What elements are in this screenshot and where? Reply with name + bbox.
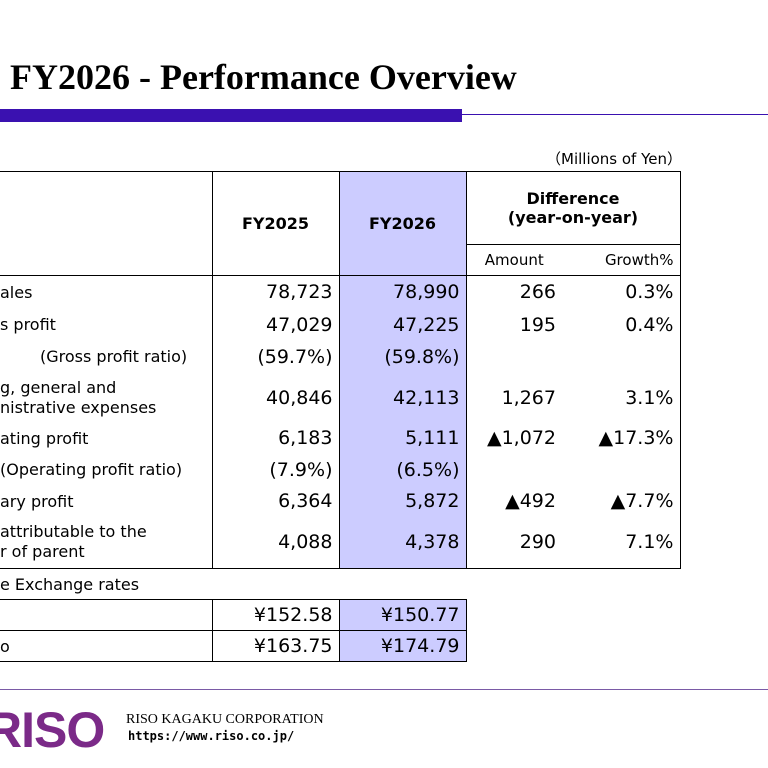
value-fy2025: 40,846 — [211, 372, 339, 423]
row-label: g, general and nistrative expenses — [0, 373, 212, 423]
fx-label: o — [0, 630, 212, 662]
value-fy2026: (6.5%) — [338, 453, 466, 486]
header-fy2026: FY2026 — [338, 171, 466, 276]
fx-title-row: e Exchange rates — [0, 569, 680, 600]
value-fy2025: (7.9%) — [211, 453, 339, 486]
value-fy2026: 47,225 — [338, 308, 466, 341]
value-fy2025: 47,029 — [211, 308, 339, 341]
row-label-line1: g, general and — [0, 377, 117, 397]
value-amount: ▲1,072 — [465, 422, 562, 454]
value-fy2026: 42,113 — [338, 372, 466, 423]
value-fy2026: 4,378 — [338, 516, 466, 569]
header-amount: Amount — [465, 244, 562, 276]
value-growth: 7.1% — [562, 516, 681, 569]
table-row: attributable to the r of parent 4,088 4,… — [0, 516, 681, 569]
value-fy2025: 78,723 — [211, 275, 339, 309]
performance-table: FY2025 FY2026 Difference (year-on-year) … — [0, 171, 681, 662]
value-fy2026: 5,111 — [338, 422, 466, 454]
table-row: ales 78,723 78,990 266 0.3% — [0, 275, 681, 309]
row-label-line2: nistrative expenses — [0, 397, 157, 417]
title-underline-bar — [0, 109, 462, 122]
table-row: ating profit 6,183 5,111 ▲1,072 ▲17.3% — [0, 422, 681, 454]
fx-title-spacer — [466, 569, 562, 600]
row-label: attributable to the r of parent — [0, 516, 212, 569]
value-growth — [562, 340, 681, 373]
row-label: ales — [0, 275, 212, 309]
table-row: ary profit 6,364 5,872 ▲492 ▲7.7% — [0, 485, 681, 517]
row-label-line1: attributable to the — [0, 522, 147, 542]
company-url: https://www.riso.co.jp/ — [128, 729, 295, 743]
units-note: （Millions of Yen） — [546, 150, 683, 168]
riso-logo: RISO — [0, 702, 105, 758]
footer-divider — [0, 689, 768, 690]
header-difference-line1: Difference — [526, 189, 620, 208]
value-amount — [465, 453, 562, 486]
fx-spacer — [466, 631, 562, 662]
row-label-line2: r of parent — [0, 542, 85, 562]
value-fy2025: 6,364 — [211, 485, 339, 517]
header-difference-line2: (year-on-year) — [507, 208, 639, 227]
value-growth: 0.4% — [562, 308, 681, 341]
performance-table-wrapper: FY2025 FY2026 Difference (year-on-year) … — [0, 171, 681, 662]
value-growth: 3.1% — [562, 372, 681, 423]
value-amount: 290 — [465, 516, 562, 569]
fx-row: ¥152.58 ¥150.77 — [0, 599, 680, 631]
value-fy2025: 6,183 — [211, 422, 339, 454]
page-title: FY2026 - Performance Overview — [10, 57, 517, 97]
title-underline-thin — [462, 114, 768, 115]
value-amount — [465, 340, 562, 373]
fx-title-spacer — [339, 569, 466, 600]
value-fy2025: 4,088 — [211, 516, 339, 569]
fx-title-spacer — [562, 569, 680, 600]
value-growth — [562, 453, 681, 486]
value-amount: 195 — [465, 308, 562, 341]
value-fy2026: 5,872 — [338, 485, 466, 517]
value-amount: 1,267 — [465, 372, 562, 423]
fx-title: e Exchange rates — [0, 574, 140, 594]
fx-spacer — [466, 600, 562, 631]
value-growth: ▲17.3% — [562, 422, 681, 454]
header-difference: Difference (year-on-year) — [465, 171, 681, 245]
fx-value-fy2026: ¥150.77 — [338, 599, 467, 631]
row-label: s profit — [0, 315, 56, 334]
header-fy2025: FY2025 — [211, 171, 339, 276]
value-fy2026: 78,990 — [338, 275, 466, 309]
table-row: (Operating profit ratio) (7.9%) (6.5%) — [0, 453, 681, 486]
row-label: (Gross profit ratio) — [40, 347, 188, 366]
value-amount: 266 — [465, 275, 562, 309]
fx-value-fy2026: ¥174.79 — [338, 630, 467, 662]
value-growth: ▲7.7% — [562, 485, 681, 517]
fx-spacer — [562, 600, 680, 631]
table-row: s profit 47,029 47,225 195 0.4% — [0, 308, 681, 341]
fx-row: o ¥163.75 ¥174.79 — [0, 630, 680, 662]
header-blank-2 — [0, 245, 212, 276]
row-label: ating profit — [0, 428, 89, 448]
company-name: RISO KAGAKU CORPORATION — [126, 712, 324, 727]
table-row: (Gross profit ratio) (59.7%) (59.8%) — [0, 340, 681, 373]
header-blank — [0, 171, 212, 245]
fx-label — [0, 599, 212, 631]
fx-value-fy2025: ¥163.75 — [211, 630, 339, 662]
row-label: ary profit — [0, 491, 74, 511]
row-label: (Operating profit ratio) — [0, 460, 183, 479]
fx-spacer — [562, 631, 680, 662]
header-growth: Growth% — [562, 244, 681, 276]
value-growth: 0.3% — [562, 275, 681, 309]
fx-value-fy2025: ¥152.58 — [211, 599, 339, 631]
value-amount: ▲492 — [465, 485, 562, 517]
value-fy2025: (59.7%) — [211, 340, 339, 373]
value-fy2026: (59.8%) — [338, 340, 466, 373]
table-row: g, general and nistrative expenses 40,84… — [0, 372, 681, 423]
